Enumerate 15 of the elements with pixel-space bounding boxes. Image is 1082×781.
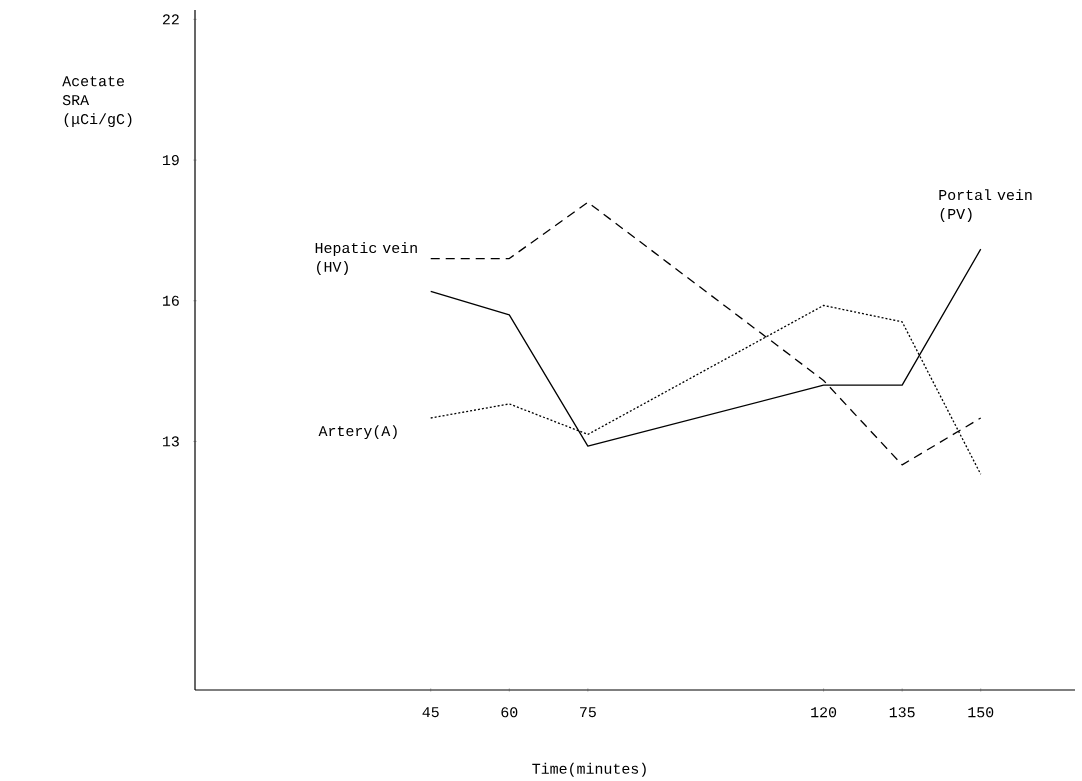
x-tick-label: 135 bbox=[889, 707, 915, 718]
x-tick-label: 60 bbox=[501, 707, 518, 718]
y-tick-label: 22 bbox=[162, 14, 179, 25]
y-tick-label: 13 bbox=[162, 436, 179, 447]
y-axis-title: Acetate SRA (μCi/gC) bbox=[62, 76, 132, 128]
text: Artery(A) bbox=[318, 425, 397, 440]
y-tick-label: 19 bbox=[162, 154, 179, 166]
x-tick-label: 150 bbox=[968, 707, 994, 718]
x-tick-label: 75 bbox=[580, 707, 596, 718]
text: Portal vein (PV) bbox=[939, 189, 1032, 222]
series-label: Hepatic vein (HV) bbox=[315, 242, 417, 275]
x-tick-label: 45 bbox=[422, 707, 439, 718]
x-axis-title: Time(minutes) bbox=[532, 762, 646, 777]
y-tick-label: 16 bbox=[162, 295, 179, 306]
x-tick-label: 120 bbox=[811, 707, 837, 718]
